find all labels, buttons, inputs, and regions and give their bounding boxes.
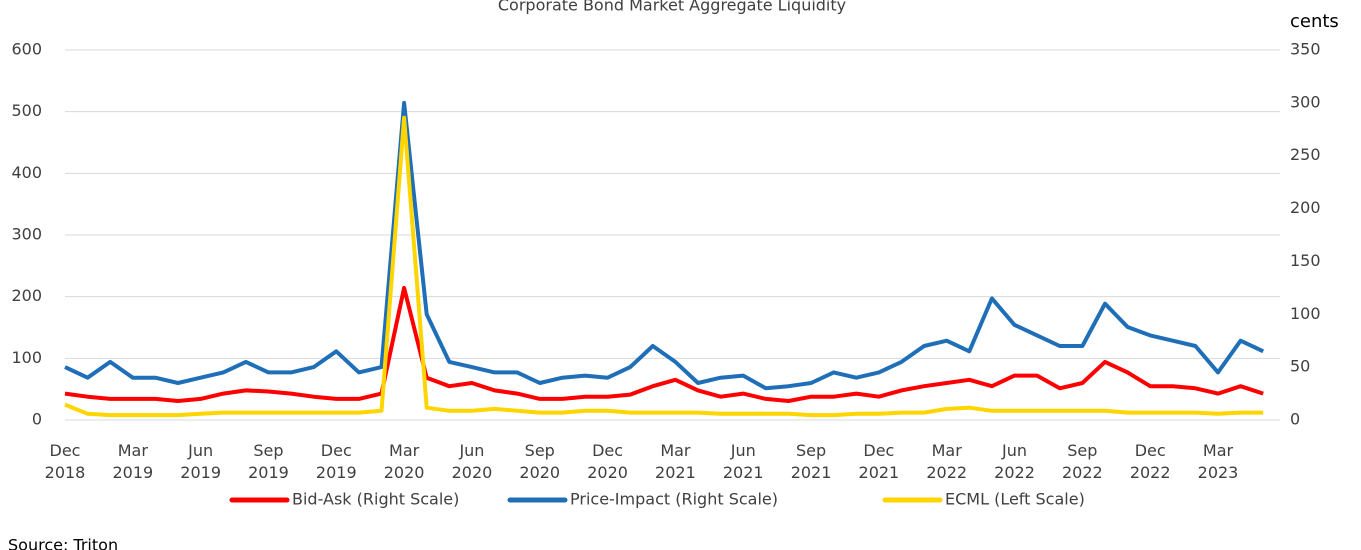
x-tick-label: Mar 2019 bbox=[112, 441, 154, 482]
x-tick-label: Mar 2023 bbox=[1197, 441, 1239, 482]
x-tick-label: Dec 2021 bbox=[858, 441, 900, 482]
chart-title: Corporate Bond Market Aggregate Liquidit… bbox=[498, 0, 846, 15]
y-tick-label: 0 bbox=[32, 410, 42, 429]
y2-tick-label: 250 bbox=[1290, 145, 1321, 164]
x-tick-label: Mar 2020 bbox=[383, 441, 425, 482]
y2-tick-label: 0 bbox=[1290, 410, 1300, 429]
y-tick-label: 400 bbox=[11, 163, 42, 182]
y2-tick-label: 150 bbox=[1290, 251, 1321, 270]
x-tick-label: Jun 2021 bbox=[722, 441, 764, 482]
y2-tick-label: 300 bbox=[1290, 92, 1321, 111]
x-tick-label: Sep 2022 bbox=[1061, 441, 1103, 482]
y2-unit: cents bbox=[1290, 11, 1339, 32]
y2-tick-label: 50 bbox=[1290, 357, 1310, 376]
x-tick-label: Sep 2020 bbox=[519, 441, 561, 482]
series-line bbox=[64, 100, 1265, 391]
x-tick-label: Dec 2018 bbox=[44, 441, 86, 482]
y2-tick-label: 100 bbox=[1290, 304, 1321, 323]
y-tick-label: 500 bbox=[11, 101, 42, 120]
y2-tick-label: 200 bbox=[1290, 198, 1321, 217]
y-tick-label: 100 bbox=[11, 348, 42, 367]
x-tick-label: Jun 2020 bbox=[451, 441, 493, 482]
series-line bbox=[64, 285, 1264, 403]
x-tick-label: Mar 2021 bbox=[655, 441, 696, 482]
x-tick-label: Sep 2021 bbox=[790, 441, 832, 482]
legend-label: Bid-Ask (Right Scale) bbox=[292, 490, 459, 509]
x-tick-label: Jun 2022 bbox=[994, 441, 1035, 482]
y-tick-label: 300 bbox=[11, 225, 42, 244]
legend-label: ECML (Left Scale) bbox=[945, 490, 1085, 509]
source: Source: Triton bbox=[8, 536, 118, 550]
x-tick-label: Dec 2020 bbox=[587, 441, 628, 482]
x-tick-label: Sep 2019 bbox=[248, 441, 289, 482]
x-tick-label: Mar 2022 bbox=[926, 441, 968, 482]
x-tick-label: Jun 2019 bbox=[180, 441, 221, 482]
y-tick-label: 200 bbox=[11, 286, 42, 305]
series-line bbox=[64, 115, 1264, 418]
legend-label: Price-Impact (Right Scale) bbox=[570, 490, 778, 509]
y-tick-label: 600 bbox=[11, 40, 42, 59]
x-tick-label: Dec 2022 bbox=[1129, 441, 1171, 482]
x-tick-label: Dec 2019 bbox=[315, 441, 357, 482]
y2-tick-label: 350 bbox=[1290, 40, 1321, 59]
